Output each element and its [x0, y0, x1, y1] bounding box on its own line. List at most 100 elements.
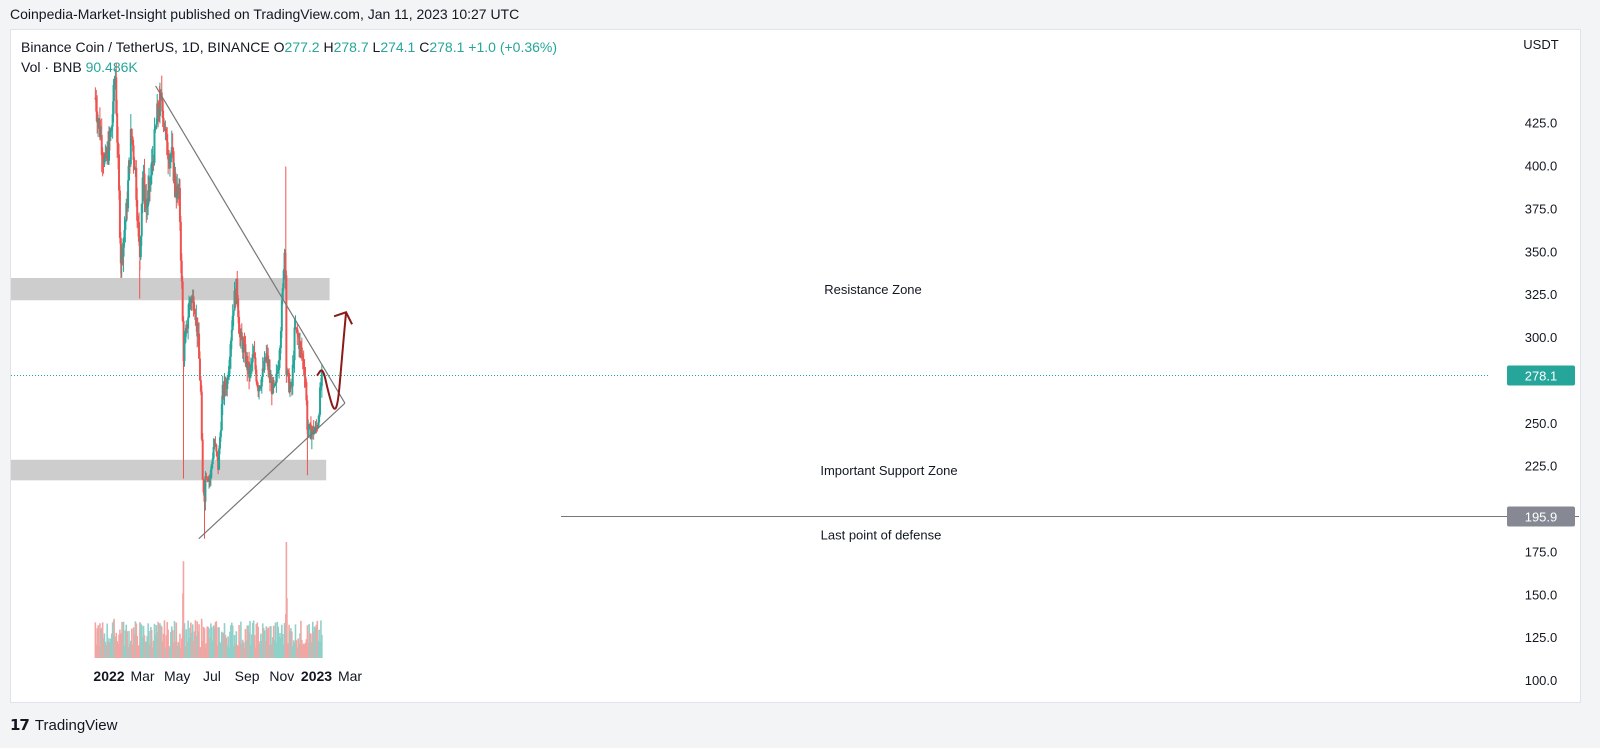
volume-bar — [208, 628, 210, 658]
volume-bar — [198, 624, 200, 658]
volume-bar — [106, 623, 108, 658]
volume-bar — [175, 622, 178, 658]
volume-bar-spike — [97, 625, 99, 658]
candle-body — [285, 275, 288, 375]
candle-body — [278, 360, 281, 371]
candle-body — [199, 380, 202, 392]
volume-bar — [288, 624, 290, 658]
candle-body — [268, 369, 271, 383]
volume-bar — [254, 647, 257, 658]
candle-body — [279, 331, 282, 348]
candle-body — [187, 317, 190, 329]
volume-bar — [299, 633, 301, 658]
candle-body — [113, 84, 116, 86]
candle-body — [168, 157, 171, 164]
symbol-legend: Binance Coin / TetherUS, 1D, BINANCE O27… — [21, 39, 557, 55]
volume-bar — [206, 626, 209, 658]
volume-bar — [269, 626, 271, 658]
candle-body — [219, 430, 222, 438]
candle-body — [209, 469, 212, 479]
candle-body — [318, 414, 321, 423]
tradingview-logo-icon[interactable]: 𝟭𝟳 — [10, 717, 30, 734]
volume-bar — [274, 622, 277, 658]
volume-bar — [99, 623, 101, 658]
candle-body — [128, 160, 131, 181]
volume-bar — [249, 621, 251, 658]
volume-bar — [101, 622, 104, 658]
candle-body — [299, 342, 302, 348]
volume-bar — [201, 641, 204, 658]
volume-bar — [125, 624, 128, 658]
volume-bar — [155, 625, 158, 658]
volume-bar — [289, 631, 291, 658]
volume-bar — [190, 622, 192, 658]
chart-panel[interactable]: Resistance Zone Important Support Zone La… — [10, 29, 1581, 703]
candle-body — [172, 151, 175, 182]
candle-body — [289, 386, 292, 393]
candle-body — [125, 202, 128, 222]
volume-bar — [216, 645, 219, 658]
volume-bar — [183, 623, 186, 658]
candle-body — [272, 380, 275, 386]
volume-bar — [315, 624, 318, 658]
candle-body — [260, 377, 263, 387]
volume-bar — [148, 630, 150, 658]
volume-bar — [176, 646, 179, 658]
candle-body — [169, 155, 172, 158]
candle-body — [304, 376, 307, 383]
volume-bar — [199, 647, 201, 658]
candle-body — [236, 278, 239, 299]
volume-bar — [271, 637, 274, 658]
volume-bar — [213, 627, 216, 658]
x-tick-label: 2023 — [301, 668, 332, 684]
volume-bar — [247, 625, 249, 658]
x-tick-label: 2022 — [93, 668, 124, 684]
trendline-upper — [155, 85, 346, 404]
candle-body — [281, 288, 284, 301]
candle-body — [319, 387, 322, 415]
volume-bar — [142, 625, 145, 658]
candle-body — [204, 476, 207, 502]
projection-arrowhead — [333, 311, 353, 325]
volume-bar — [242, 642, 245, 658]
candle-body — [274, 383, 277, 385]
volume-bar — [220, 643, 222, 658]
volume-bar — [261, 640, 263, 658]
candle-body — [212, 446, 215, 459]
volume-bar — [222, 632, 225, 658]
volume-bar — [248, 632, 250, 658]
volume-bar — [234, 643, 237, 658]
volume-bar — [179, 633, 181, 658]
volume-bar — [223, 623, 226, 658]
price-chart[interactable]: Resistance Zone Important Support Zone La… — [11, 30, 1580, 702]
candle-body — [132, 145, 135, 160]
volume-bar — [316, 620, 319, 658]
volume-bar — [134, 621, 137, 658]
volume-bar — [257, 626, 259, 658]
volume-bar — [241, 639, 244, 658]
volume-bar — [180, 638, 183, 658]
candle-body — [215, 444, 218, 452]
candle-body — [314, 426, 317, 431]
volume-bar — [308, 624, 310, 658]
volume-bar — [317, 641, 320, 658]
volume-bar — [294, 624, 297, 658]
volume-bar — [245, 640, 248, 658]
volume-bar — [168, 645, 170, 658]
volume-bar — [192, 640, 195, 658]
volume-bar — [141, 637, 144, 658]
volume-bar — [259, 641, 261, 658]
volume-bar — [267, 627, 269, 658]
last-price-label: 278.1 — [1525, 369, 1558, 384]
y-tick-label: 100.0 — [1525, 673, 1558, 688]
volume-bar-spike — [113, 618, 115, 658]
candle-body — [279, 347, 282, 361]
candle-body — [131, 137, 134, 146]
candle-body — [293, 327, 296, 361]
volume-bar — [260, 633, 262, 658]
candle-body — [273, 384, 276, 386]
volume-bar — [291, 646, 294, 658]
candle-body — [108, 134, 110, 161]
footer-brand[interactable]: TradingView — [34, 716, 118, 734]
volume-bar — [133, 634, 136, 658]
